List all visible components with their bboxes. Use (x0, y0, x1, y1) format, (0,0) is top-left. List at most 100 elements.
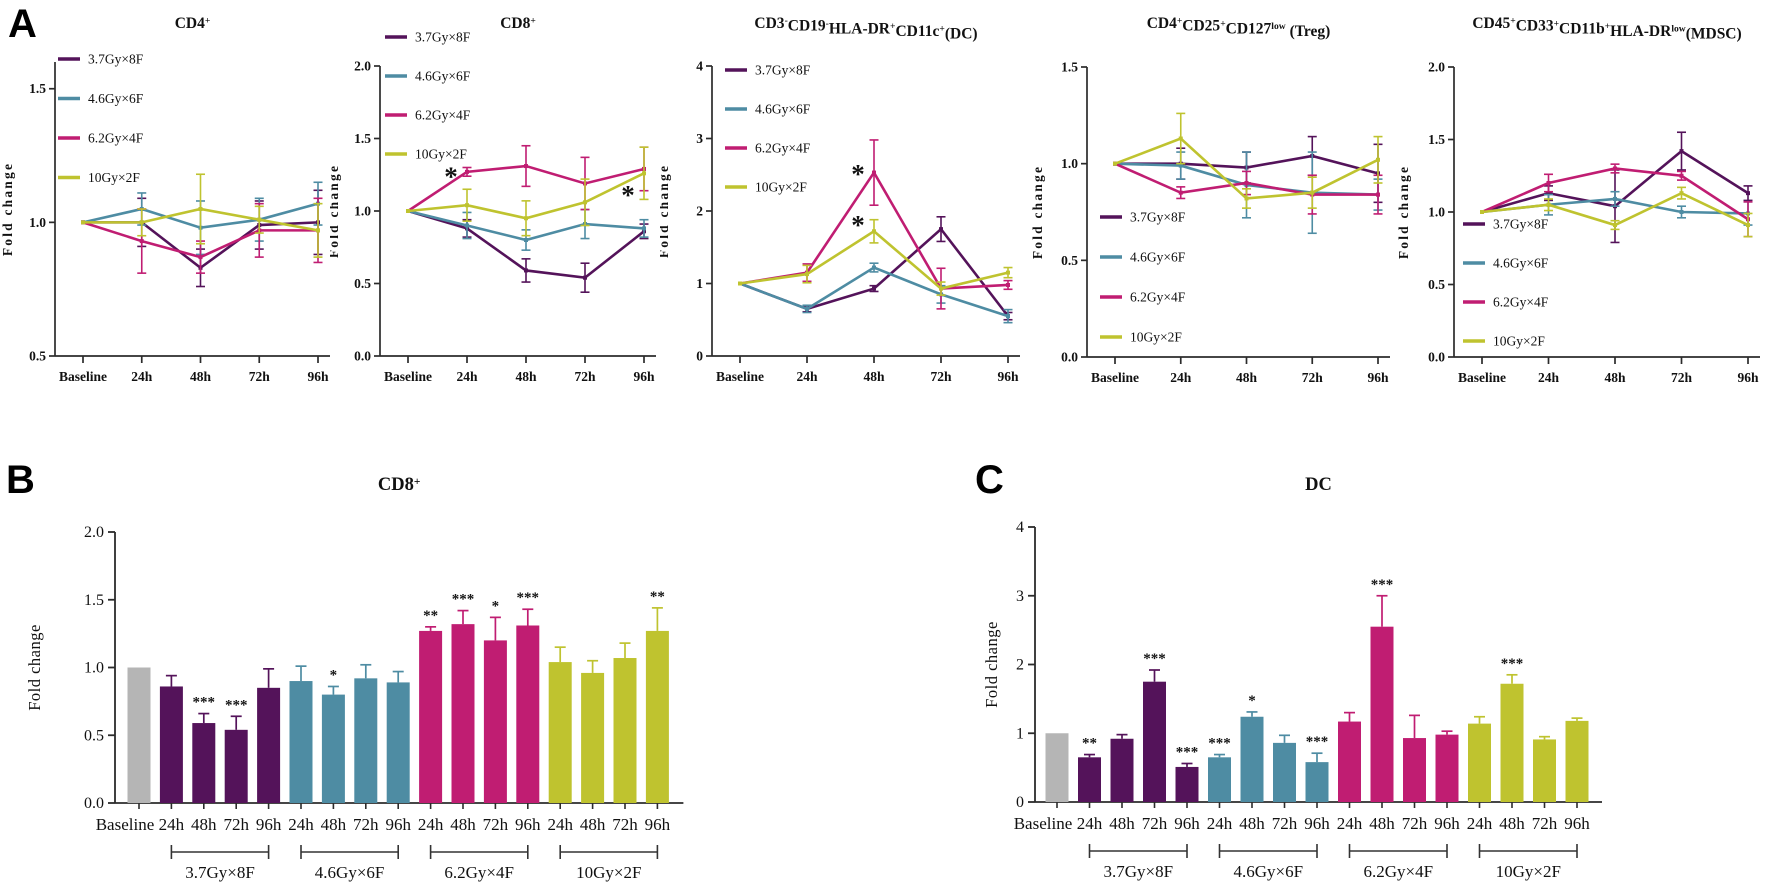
x-tick-label: 24h (547, 815, 573, 834)
y-tick-label: 1 (696, 276, 703, 291)
x-tick-label: 48h (1109, 814, 1135, 833)
data-point (1679, 173, 1684, 178)
data-point (1178, 136, 1183, 141)
x-tick-label: 48h (1236, 370, 1258, 385)
significance-stars: *** (193, 695, 216, 711)
bar-10Gy×2F-96h (1565, 720, 1589, 802)
x-tick-label: 48h (1239, 814, 1265, 833)
x-tick-label: 24h (796, 369, 818, 384)
chart-title: CD8+ (378, 475, 421, 495)
x-tick-label: 96h (1174, 814, 1200, 833)
bar-4.6Gy×6F-96h (386, 682, 410, 803)
data-point (1613, 196, 1617, 201)
bar-4.6Gy×6F-48h (321, 694, 345, 803)
bar-3.7Gy×8F-96h (257, 687, 281, 803)
line-chart-svg-dc: CD3-CD19-HLA-DR+CD11c+(DC) Fold change 0 1 2… (660, 15, 1020, 384)
legend-label: 6.2Gy×4F (755, 141, 811, 156)
group-label: 4.6Gy×6F (1233, 862, 1303, 881)
data-point (1113, 161, 1117, 166)
data-point (1613, 166, 1617, 171)
data-point (524, 238, 528, 242)
bar-chart-svg-dc_bar: DC Fold change 0 1 2 3 4 Baseline ** 24h 48h *** 72h… (982, 475, 1602, 881)
y-tick-label: 1.5 (1061, 60, 1078, 75)
legend-label: 4.6Gy×6F (755, 102, 811, 117)
group-label: 10Gy×2F (1496, 862, 1561, 881)
x-tick-label: Baseline (716, 369, 764, 384)
y-tick-label: 0.0 (84, 795, 104, 812)
data-point (1006, 282, 1010, 287)
data-point (583, 275, 587, 280)
y-tick-label: 1.5 (1428, 132, 1445, 147)
x-tick-label: 48h (450, 815, 476, 834)
bar-6.2Gy×4F-72h (483, 640, 507, 803)
significance-stars: *** (1306, 734, 1329, 750)
legend-label: 3.7Gy×8F (415, 30, 471, 45)
data-point (524, 216, 528, 221)
bar-6.2Gy×4F-24h (1338, 721, 1361, 802)
y-axis-label: Fold change (1396, 165, 1411, 259)
y-tick-label: 0.5 (354, 276, 371, 291)
line-chart-cd8: CD8+ Fold change 0.0 0.5 1.0 1.5 2.0 Baseline 24… (330, 4, 688, 397)
data-point (524, 268, 528, 273)
x-tick-label: 96h (385, 815, 411, 834)
y-tick-label: 4 (1016, 519, 1024, 536)
y-tick-label: 1.5 (29, 81, 46, 96)
group-label: 4.6Gy×6F (315, 863, 385, 882)
significance-stars: *** (1371, 577, 1394, 593)
y-axis-label: Fold change (1030, 165, 1045, 259)
y-tick-label: 0.5 (29, 349, 46, 364)
significance-stars: * (330, 667, 338, 683)
legend-label: 6.2Gy×4F (1493, 295, 1549, 310)
significance-stars: ** (1082, 736, 1097, 752)
x-tick-label: 72h (1671, 370, 1693, 385)
x-tick-label: 24h (1207, 814, 1233, 833)
legend-label: 6.2Gy×4F (88, 131, 144, 146)
significance-star: * (444, 161, 458, 191)
panel-b: B CD8+ Fold change 0.0 0.5 1.0 1.5 2.0 Baseline… (0, 400, 880, 893)
bar-baseline (127, 667, 151, 803)
y-tick-label: 0.5 (84, 727, 104, 744)
x-tick-label: Baseline (1091, 370, 1139, 385)
x-tick-label: 24h (1538, 370, 1560, 385)
x-tick-label: Baseline (59, 369, 107, 384)
x-tick-label: 48h (321, 815, 347, 834)
bar-3.7Gy×8F-48h (1110, 738, 1134, 802)
data-point (872, 229, 876, 234)
data-point (872, 265, 876, 270)
y-tick-label: 0 (1016, 794, 1024, 811)
data-point (805, 272, 809, 277)
group-label: 6.2Gy×4F (444, 863, 514, 882)
x-tick-label: 48h (190, 369, 212, 384)
y-tick-label: 0.0 (354, 349, 371, 364)
significance-stars: ** (650, 589, 665, 605)
line-chart-mdsc: CD45+CD33+CD11b+HLA-DRlow(MDSC) Fold chan… (1395, 4, 1772, 397)
y-axis-label: Fold change (660, 164, 671, 258)
bar-4.6Gy×6F-48h (1240, 716, 1264, 802)
data-point (198, 255, 203, 260)
x-tick-label: 72h (483, 815, 509, 834)
data-point (1613, 223, 1617, 228)
y-axis-label: Fold change (25, 624, 44, 711)
data-point (316, 228, 320, 233)
y-tick-label: 3 (696, 131, 703, 146)
bar-10Gy×2F-48h (1500, 683, 1524, 802)
significance-stars: *** (452, 592, 475, 608)
bar-10Gy×2F-24h (548, 662, 572, 803)
significance-stars: * (492, 598, 500, 614)
data-point (1480, 210, 1484, 214)
significance-stars: ** (423, 608, 438, 624)
x-tick-label: 96h (1304, 814, 1330, 833)
x-tick-label: 24h (159, 815, 185, 834)
chart-title: CD3-CD19-HLA-DR+CD11c+(DC) (754, 15, 977, 43)
x-tick-label: 24h (1077, 814, 1103, 833)
y-tick-label: 3 (1016, 588, 1024, 605)
data-point (642, 171, 646, 176)
x-tick-label: 72h (1272, 814, 1298, 833)
line-chart-svg-mdsc: CD45+CD33+CD11b+HLA-DRlow(MDSC) Fold chan… (1396, 15, 1760, 385)
bar-4.6Gy×6F-72h (354, 678, 378, 803)
y-tick-label: 1.5 (84, 592, 104, 609)
legend-label: 10Gy×2F (88, 170, 140, 185)
data-point (1006, 270, 1010, 275)
chart-title: CD4+ (175, 15, 211, 32)
